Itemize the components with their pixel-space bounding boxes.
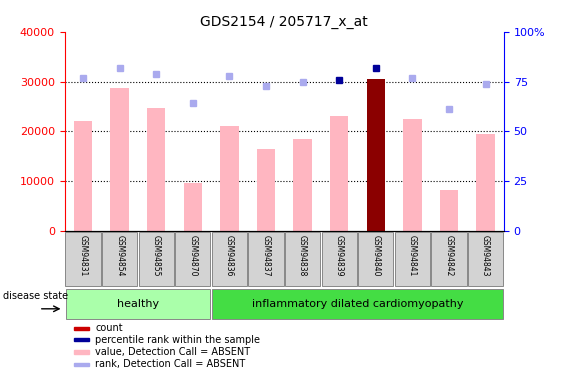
Bar [468, 232, 503, 286]
Bar [66, 289, 210, 319]
Bar [74, 351, 90, 354]
Text: GSM94841: GSM94841 [408, 235, 417, 276]
Text: GSM94838: GSM94838 [298, 235, 307, 276]
Bar [212, 289, 503, 319]
Bar [285, 232, 320, 286]
Text: GSM94870: GSM94870 [189, 235, 197, 277]
Bar [358, 232, 394, 286]
Bar [184, 183, 202, 231]
Bar [403, 119, 422, 231]
Bar [147, 108, 166, 231]
Text: GSM94837: GSM94837 [262, 235, 270, 277]
Text: inflammatory dilated cardiomyopathy: inflammatory dilated cardiomyopathy [252, 299, 463, 309]
Bar [220, 126, 239, 231]
Bar [431, 232, 467, 286]
Bar [395, 232, 430, 286]
Text: count: count [96, 323, 123, 333]
Text: disease state: disease state [3, 291, 68, 301]
Bar [476, 134, 495, 231]
Text: value, Detection Call = ABSENT: value, Detection Call = ABSENT [96, 347, 251, 357]
Bar [293, 139, 312, 231]
Bar [110, 88, 129, 231]
Bar [330, 116, 348, 231]
Bar [175, 232, 211, 286]
Bar [74, 122, 92, 231]
Bar [440, 190, 458, 231]
Text: GSM94854: GSM94854 [115, 235, 124, 277]
Bar [212, 232, 247, 286]
Bar [138, 232, 174, 286]
Text: GSM94831: GSM94831 [79, 235, 87, 276]
Text: GSM94840: GSM94840 [372, 235, 380, 277]
Bar [257, 148, 275, 231]
Bar [65, 232, 101, 286]
Bar [102, 232, 137, 286]
Bar [74, 363, 90, 366]
Bar [74, 327, 90, 330]
Bar [321, 232, 357, 286]
Bar [248, 232, 284, 286]
Title: GDS2154 / 205717_x_at: GDS2154 / 205717_x_at [200, 15, 368, 30]
Bar [74, 338, 90, 341]
Text: GSM94839: GSM94839 [335, 235, 343, 277]
Text: GSM94842: GSM94842 [445, 235, 453, 276]
Text: healthy: healthy [117, 299, 159, 309]
Text: GSM94843: GSM94843 [481, 235, 490, 277]
Text: rank, Detection Call = ABSENT: rank, Detection Call = ABSENT [96, 359, 245, 369]
Text: GSM94836: GSM94836 [225, 235, 234, 277]
Text: GSM94855: GSM94855 [152, 235, 160, 277]
Bar [367, 79, 385, 231]
Text: percentile rank within the sample: percentile rank within the sample [96, 335, 261, 345]
